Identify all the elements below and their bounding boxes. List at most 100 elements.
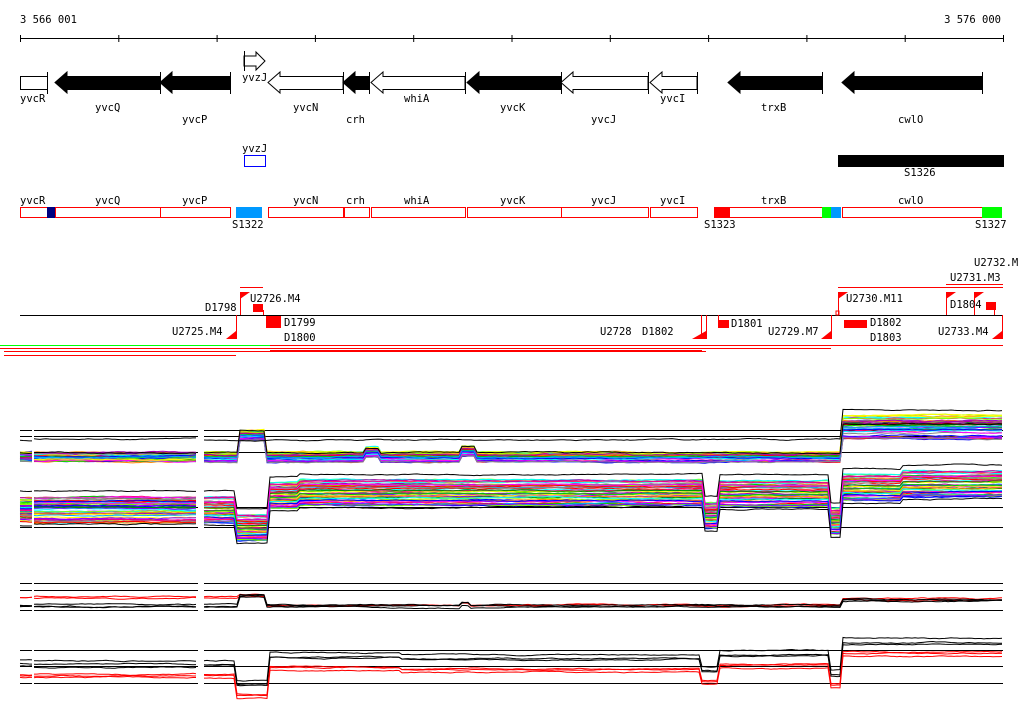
track3-box-yvcR[interactable] [20, 207, 48, 218]
promoter-flag-icon[interactable] [946, 292, 956, 299]
gene-arrow-left-icon[interactable] [649, 70, 698, 95]
expression-profile-line [33, 497, 197, 501]
transcript-label[interactable]: D1799 [284, 317, 316, 329]
ruler-start-label: 3 566 001 [20, 14, 77, 26]
gene-arrow-left-icon[interactable] [267, 70, 344, 95]
promoter-flag-icon[interactable] [821, 331, 831, 339]
green-segment[interactable] [822, 207, 831, 218]
transcript-label[interactable]: D1804 [950, 299, 982, 311]
gene-yvcJ[interactable]: yvcJ [560, 70, 649, 126]
expression-profile-line [203, 475, 1003, 523]
gene-label: yvcQ [95, 102, 120, 114]
transcript-label[interactable]: D1798 [205, 302, 237, 314]
transcript-label[interactable]: U2730.M11 [846, 293, 903, 305]
expression-profile-line [34, 672, 197, 676]
transcript-label[interactable]: U2726.M4 [250, 293, 301, 305]
track3-box-yvcI[interactable] [650, 207, 698, 218]
expression-profile-line [19, 514, 33, 516]
transcript-label[interactable]: U2729.M7 [768, 326, 819, 338]
gene-crh[interactable]: crh [342, 70, 370, 126]
track3-label: whiA [404, 195, 430, 207]
gene-arrow-left-icon[interactable] [342, 70, 370, 95]
transcript-label[interactable]: U2732.M [974, 257, 1018, 269]
transcript-label[interactable]: D1801 [731, 318, 763, 330]
gene-yvcK[interactable]: yvcK [466, 70, 562, 114]
terminator-box[interactable] [986, 302, 996, 310]
s1327-segment[interactable] [982, 207, 1002, 218]
gene-arrow-left-icon[interactable] [560, 70, 649, 95]
gene-yvcI[interactable]: yvcI [649, 70, 698, 105]
promoter-flag-icon[interactable] [974, 292, 984, 299]
promoter-flag-icon[interactable] [240, 292, 250, 299]
transcript-label[interactable]: D1802 [642, 326, 674, 338]
transcript-label[interactable]: U2733.M4 [938, 326, 989, 338]
gene-arrow-left-icon[interactable] [54, 70, 161, 95]
track3-box-trxB[interactable] [729, 207, 823, 218]
gene-trxB[interactable]: trxB [727, 70, 823, 114]
s1326-segment[interactable] [838, 155, 1004, 167]
expression-profile-line [33, 499, 197, 503]
gene-arrow-left-icon[interactable] [159, 70, 231, 95]
track3-box-cwlO[interactable] [842, 207, 983, 218]
gene-yvcQ[interactable]: yvcQ [54, 70, 161, 114]
expression-profile-line [33, 507, 197, 510]
expression-profile-line [33, 662, 197, 666]
gene-whiA[interactable]: whiA [370, 70, 466, 105]
expression-profile-line [203, 651, 1003, 697]
gene-box[interactable] [20, 76, 48, 90]
terminator-box[interactable] [718, 320, 729, 328]
promoter-flag-icon[interactable] [838, 292, 848, 299]
expression-profile-line [203, 488, 1003, 535]
transcript-label[interactable]: U2731.M3 [950, 272, 1001, 284]
gene-arrow-left-icon[interactable] [841, 70, 983, 95]
transcript-label[interactable]: D1802 [870, 317, 902, 329]
terminator-box[interactable] [253, 304, 263, 312]
expression-profile-line [33, 458, 197, 461]
gene-arrow-left-icon[interactable] [370, 70, 466, 95]
track3-label: yvcQ [95, 195, 120, 207]
track-3: S1322 S1323 S1327 yvcR yvcQ yvcP yvcN crh whi… [20, 195, 1007, 231]
expression-profile-line [203, 636, 1003, 682]
terminator-box[interactable] [844, 320, 867, 328]
gene-yvcP[interactable]: yvcP [159, 70, 231, 126]
transcript-label[interactable]: D1800 [284, 332, 316, 344]
transcript-label[interactable]: U2725.M4 [172, 326, 223, 338]
yvzJ-box[interactable] [244, 155, 266, 167]
promoter-flag-icon[interactable] [992, 331, 1002, 339]
s1322-segment[interactable] [236, 207, 262, 218]
terminator-box[interactable] [266, 316, 281, 328]
expression-profile-line [33, 451, 197, 455]
track3-label: yvcN [293, 195, 318, 207]
gene-yvcN[interactable]: yvcN [267, 70, 344, 114]
gene-arrow-right-icon[interactable] [243, 50, 266, 72]
gene-yvzJ[interactable]: yvzJ [242, 50, 267, 84]
gene-label: yvcN [293, 102, 318, 114]
track3-box-yvcQ[interactable] [55, 207, 161, 218]
expression-profile-line [33, 450, 197, 455]
gene-label: yvcI [660, 93, 685, 105]
track3-box-yvcN[interactable] [268, 207, 344, 218]
promoter-flag-icon[interactable] [226, 331, 236, 339]
transcript-label[interactable]: D1803 [870, 332, 902, 344]
blue-segment[interactable] [831, 207, 841, 218]
track3-box-yvcJ[interactable] [561, 207, 649, 218]
gene-arrow-left-icon[interactable] [466, 70, 562, 95]
expression-profile-line [33, 501, 197, 505]
expression-profile-line [19, 454, 33, 456]
transcript-label[interactable]: U2728 [600, 326, 632, 338]
gene-cwlO[interactable]: cwlO [841, 70, 983, 126]
navy-segment[interactable] [47, 207, 55, 218]
expression-profile-line [203, 425, 1003, 459]
expression-profile-line [203, 476, 1003, 523]
promoter-flag-icon[interactable] [692, 331, 706, 339]
s1323-segment[interactable] [714, 207, 729, 218]
track3-box-yvcK[interactable] [467, 207, 562, 218]
gene-arrow-left-icon[interactable] [727, 70, 823, 95]
expression-profile-line [33, 522, 197, 526]
expression-profile-line [203, 493, 1003, 541]
track3-box-yvcP[interactable] [160, 207, 231, 218]
track3-box-crh[interactable] [344, 207, 370, 218]
track3-box-whiA[interactable] [371, 207, 466, 218]
expression-profile-line [203, 414, 1002, 455]
gene-yvcR[interactable]: yvcR [20, 72, 48, 105]
